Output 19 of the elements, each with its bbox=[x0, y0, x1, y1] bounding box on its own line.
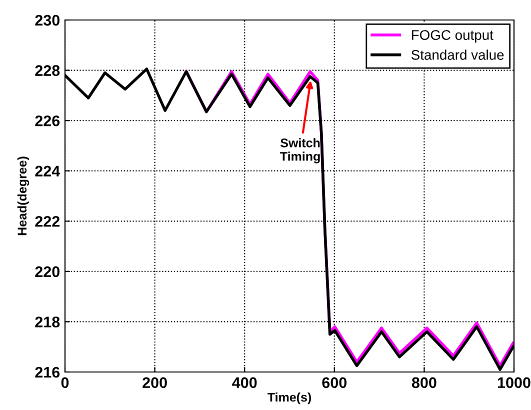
legend-label: FOGC output bbox=[412, 30, 494, 43]
x-tick-label: 200 bbox=[142, 377, 167, 388]
y-tick-label: 228 bbox=[35, 65, 60, 76]
y-tick-label: 226 bbox=[35, 115, 60, 126]
y-tick-label: 218 bbox=[35, 316, 60, 328]
y-axis-title: Head(degree) bbox=[17, 156, 30, 236]
y-tick-label: 216 bbox=[35, 366, 60, 378]
y-tick-label: 224 bbox=[35, 166, 60, 176]
x-tick-label: 400 bbox=[232, 377, 257, 388]
x-axis-title: Time(s) bbox=[268, 392, 311, 404]
legend-label: Standard value bbox=[411, 50, 504, 60]
y-tick-label: 222 bbox=[35, 216, 60, 227]
x-tick-label: 600 bbox=[322, 377, 347, 388]
x-tick-label: 0 bbox=[61, 377, 69, 388]
x-tick-label: 800 bbox=[412, 377, 436, 388]
x-tick-label: 1000 bbox=[498, 377, 530, 388]
annotation: Switch Timing bbox=[280, 138, 320, 164]
y-tick-label: 230 bbox=[35, 14, 60, 26]
y-tick-label: 220 bbox=[35, 266, 60, 278]
